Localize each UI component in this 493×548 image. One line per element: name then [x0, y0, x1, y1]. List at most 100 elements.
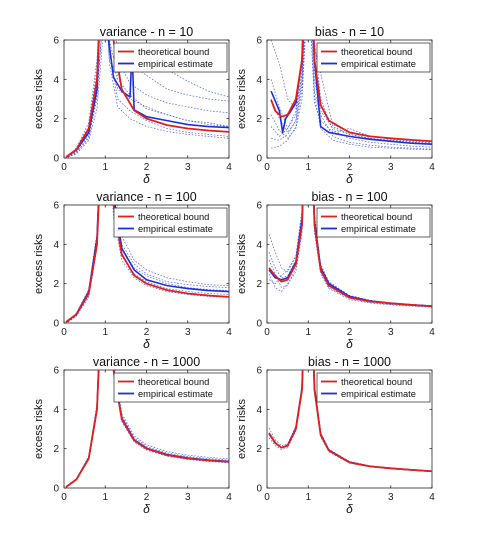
x-tick-label: 3	[388, 327, 394, 338]
plot-area	[268, 370, 432, 473]
series-empirical-estimate	[270, 40, 432, 146]
x-tick-label: 3	[388, 492, 394, 503]
y-axis-label: excess risks	[33, 69, 45, 129]
x-axis-label: δ	[143, 172, 150, 186]
y-tick-label: 6	[256, 36, 262, 47]
y-tick-label: 4	[256, 240, 262, 251]
y-tick-label: 2	[256, 279, 262, 290]
y-tick-label: 0	[53, 319, 59, 330]
y-tick-label: 0	[53, 484, 59, 495]
y-axis-label: excess risks	[33, 399, 45, 459]
legend: theoretical bound empirical estimate	[316, 207, 431, 238]
y-axis-label: excess risks	[33, 234, 45, 294]
series-theoretical-bound	[268, 205, 432, 308]
x-tick-label: 0	[264, 162, 270, 173]
series-theoretical-bound	[65, 205, 229, 323]
x-axis-label: δ	[346, 502, 353, 516]
legend-box	[113, 42, 228, 73]
panel-title: bias - n = 10	[315, 25, 384, 39]
y-tick-label: 0	[256, 319, 262, 330]
y-tick-label: 4	[256, 405, 262, 416]
legend-label-empirical: empirical estimate	[341, 224, 416, 234]
series-trial-run	[67, 40, 229, 157]
series-trial-run	[65, 370, 229, 488]
y-tick-label: 0	[256, 484, 262, 495]
legend-label-empirical: empirical estimate	[341, 389, 416, 399]
panel-2: variance - n = 100 0 1 2 3 4 0 2 4 6 δ excess risks…	[33, 190, 232, 351]
x-tick-label: 2	[347, 327, 353, 338]
y-tick-label: 2	[256, 114, 262, 125]
panel-title: bias - n = 100	[311, 190, 387, 204]
legend: theoretical bound empirical estimate	[316, 372, 431, 403]
x-tick-label: 3	[185, 162, 191, 173]
y-tick-label: 2	[53, 114, 59, 125]
legend-label-theoretical: theoretical bound	[138, 47, 209, 57]
y-tick-label: 0	[53, 154, 59, 165]
legend-label-empirical: empirical estimate	[138, 59, 213, 69]
x-tick-label: 1	[102, 492, 108, 503]
panel-title: variance - n = 10	[100, 25, 194, 39]
panel-title: variance - n = 1000	[93, 355, 200, 369]
y-tick-label: 2	[53, 444, 59, 455]
y-tick-label: 6	[256, 366, 262, 377]
plot-area	[268, 205, 432, 308]
x-axis-label: δ	[346, 172, 353, 186]
x-tick-label: 3	[388, 162, 394, 173]
legend-label-theoretical: theoretical bound	[341, 47, 412, 57]
x-tick-label: 0	[264, 492, 270, 503]
x-tick-label: 1	[305, 492, 311, 503]
x-tick-label: 4	[429, 492, 435, 503]
series-trial-run	[268, 205, 432, 308]
series-theoretical-bound	[268, 370, 432, 473]
plot-area	[65, 205, 229, 323]
legend-box	[113, 372, 228, 403]
legend-box	[316, 42, 431, 73]
series-theoretical-bound	[65, 40, 229, 158]
legend-label-empirical: empirical estimate	[138, 224, 213, 234]
panel-4: variance - n = 1000 0 1 2 3 4 0 2 4 6 δ excess risk…	[33, 355, 232, 516]
y-tick-label: 2	[256, 444, 262, 455]
legend-label-theoretical: theoretical bound	[138, 377, 209, 387]
panel-title: variance - n = 100	[96, 190, 196, 204]
y-tick-label: 4	[53, 75, 59, 86]
x-tick-label: 1	[102, 327, 108, 338]
legend: theoretical bound empirical estimate	[113, 42, 228, 73]
x-tick-label: 2	[144, 162, 150, 173]
y-tick-label: 6	[256, 201, 262, 212]
series-theoretical-bound	[270, 40, 432, 143]
panel-5: bias - n = 1000 0 1 2 3 4 0 2 4 6 δ excess risks the…	[236, 355, 435, 516]
series-trial-run	[67, 40, 229, 158]
y-axis-label: excess risks	[236, 234, 248, 294]
series-trial-run	[268, 205, 432, 308]
x-tick-label: 2	[144, 492, 150, 503]
legend-label-theoretical: theoretical bound	[138, 212, 209, 222]
y-axis-label: excess risks	[236, 399, 248, 459]
x-tick-label: 4	[226, 162, 232, 173]
x-tick-label: 4	[429, 327, 435, 338]
x-tick-label: 1	[102, 162, 108, 173]
legend-label-empirical: empirical estimate	[138, 389, 213, 399]
x-axis-label: δ	[143, 337, 150, 351]
x-tick-label: 4	[429, 162, 435, 173]
legend-box	[113, 207, 228, 238]
series-empirical-estimate	[65, 40, 229, 158]
legend-label-theoretical: theoretical bound	[341, 212, 412, 222]
panel-1: bias - n = 10 0 1 2 3 4 0 2 4 6 δ excess risks theor…	[236, 25, 435, 186]
series-trial-run	[67, 205, 229, 322]
legend: theoretical bound empirical estimate	[113, 207, 228, 238]
x-axis-label: δ	[346, 337, 353, 351]
y-axis-label: excess risks	[236, 69, 248, 129]
series-trial-run	[67, 205, 229, 323]
series-trial-run	[271, 40, 432, 151]
y-tick-label: 4	[53, 240, 59, 251]
x-tick-label: 2	[347, 492, 353, 503]
legend-label-theoretical: theoretical bound	[341, 377, 412, 387]
legend-box	[316, 207, 431, 238]
legend-box	[316, 372, 431, 403]
y-tick-label: 4	[53, 405, 59, 416]
plot-area	[65, 370, 229, 488]
x-axis-label: δ	[143, 502, 150, 516]
legend-label-empirical: empirical estimate	[341, 59, 416, 69]
legend: theoretical bound empirical estimate	[113, 372, 228, 403]
